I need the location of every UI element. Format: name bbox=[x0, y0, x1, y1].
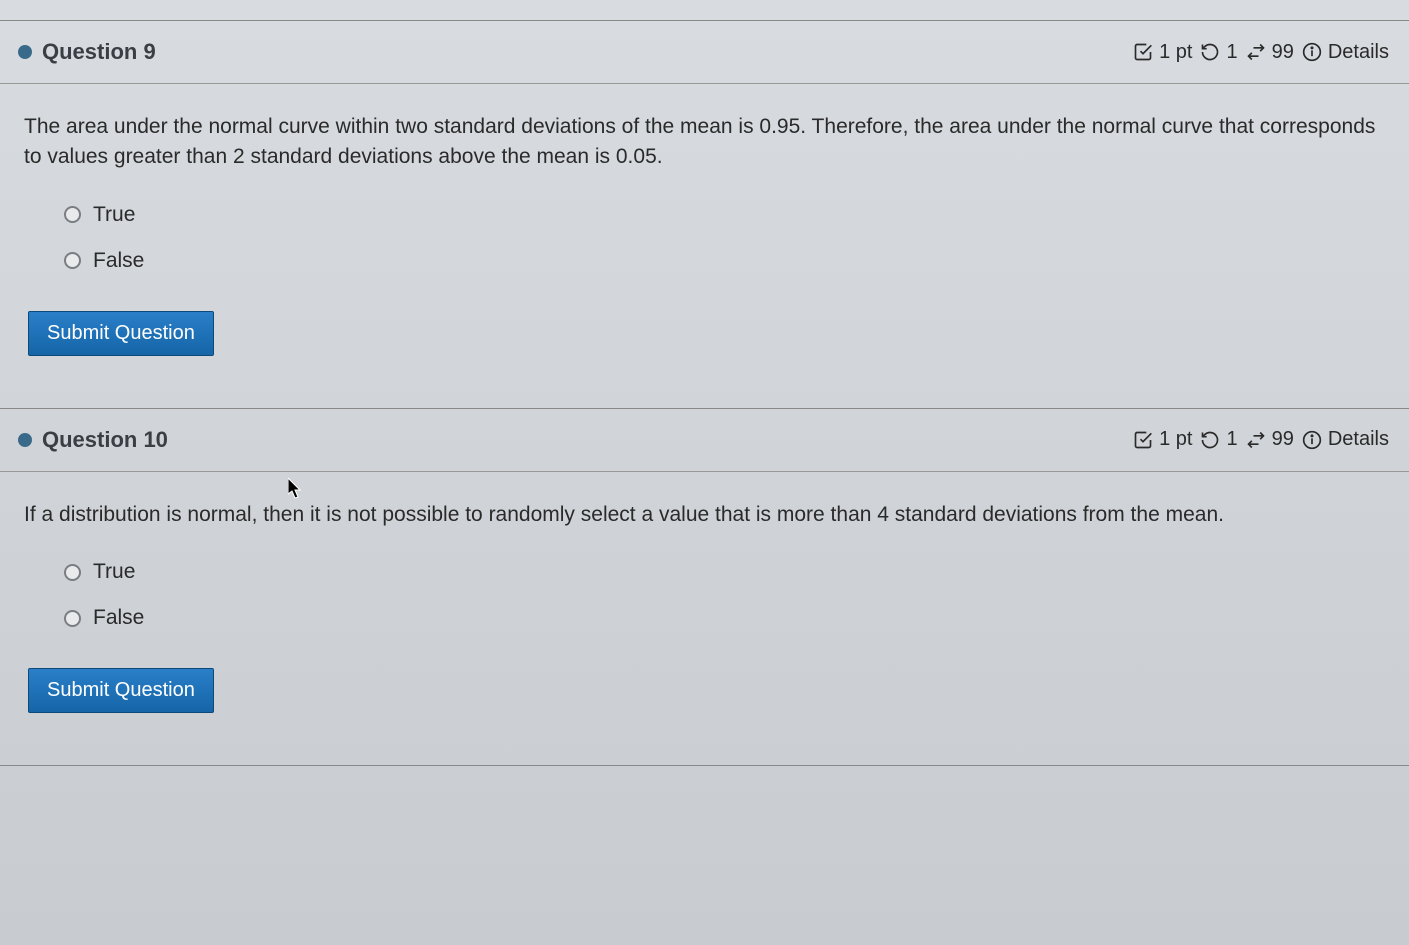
attempts-used-value: 1 bbox=[1226, 41, 1237, 64]
header-left: Question 10 bbox=[18, 427, 168, 453]
swap-icon bbox=[1246, 42, 1266, 62]
question-block-10: Question 10 1 pt 1 bbox=[0, 409, 1409, 766]
undo-icon bbox=[1200, 42, 1220, 62]
undo-icon bbox=[1200, 430, 1220, 450]
option-false[interactable]: False bbox=[64, 249, 1385, 273]
question-header: Question 10 1 pt 1 bbox=[0, 409, 1409, 472]
option-label: False bbox=[93, 249, 144, 273]
details-link[interactable]: Details bbox=[1328, 41, 1389, 64]
option-label: True bbox=[93, 203, 135, 227]
option-true[interactable]: True bbox=[64, 203, 1385, 227]
option-label: True bbox=[93, 560, 135, 584]
options-group: True False bbox=[24, 203, 1385, 273]
swap-icon bbox=[1246, 430, 1266, 450]
question-bullet-icon bbox=[18, 433, 32, 447]
details-meta[interactable]: Details bbox=[1302, 41, 1389, 64]
question-body: If a distribution is normal, then it is … bbox=[0, 472, 1409, 765]
attempts-used-value: 1 bbox=[1226, 428, 1237, 451]
attempts-total-meta: 99 bbox=[1246, 41, 1294, 64]
question-body: The area under the normal curve within t… bbox=[0, 84, 1409, 408]
question-header: Question 9 1 pt 1 bbox=[0, 21, 1409, 84]
radio-icon[interactable] bbox=[64, 610, 81, 627]
attempts-used-meta: 1 bbox=[1200, 428, 1237, 451]
checkbox-icon bbox=[1133, 430, 1153, 450]
checkbox-icon bbox=[1133, 42, 1153, 62]
submit-button[interactable]: Submit Question bbox=[28, 668, 214, 713]
question-prompt: If a distribution is normal, then it is … bbox=[24, 500, 1385, 530]
header-right: 1 pt 1 99 bbox=[1133, 428, 1389, 451]
option-false[interactable]: False bbox=[64, 606, 1385, 630]
header-left: Question 9 bbox=[18, 39, 156, 65]
points-value: 1 pt bbox=[1159, 41, 1192, 64]
attempts-used-meta: 1 bbox=[1200, 41, 1237, 64]
attempts-total-value: 99 bbox=[1272, 41, 1294, 64]
radio-icon[interactable] bbox=[64, 206, 81, 223]
attempts-total-meta: 99 bbox=[1246, 428, 1294, 451]
submit-button[interactable]: Submit Question bbox=[28, 311, 214, 356]
points-value: 1 pt bbox=[1159, 428, 1192, 451]
option-true[interactable]: True bbox=[64, 560, 1385, 584]
question-title: Question 10 bbox=[42, 427, 168, 453]
question-bullet-icon bbox=[18, 45, 32, 59]
option-label: False bbox=[93, 606, 144, 630]
details-meta[interactable]: Details bbox=[1302, 428, 1389, 451]
details-link[interactable]: Details bbox=[1328, 428, 1389, 451]
points-meta: 1 pt bbox=[1133, 428, 1192, 451]
header-right: 1 pt 1 99 bbox=[1133, 41, 1389, 64]
info-icon bbox=[1302, 42, 1322, 62]
points-meta: 1 pt bbox=[1133, 41, 1192, 64]
question-title: Question 9 bbox=[42, 39, 156, 65]
question-block-9: Question 9 1 pt 1 bbox=[0, 20, 1409, 409]
radio-icon[interactable] bbox=[64, 252, 81, 269]
question-prompt: The area under the normal curve within t… bbox=[24, 112, 1385, 173]
attempts-total-value: 99 bbox=[1272, 428, 1294, 451]
options-group: True False bbox=[24, 560, 1385, 630]
info-icon bbox=[1302, 430, 1322, 450]
radio-icon[interactable] bbox=[64, 564, 81, 581]
